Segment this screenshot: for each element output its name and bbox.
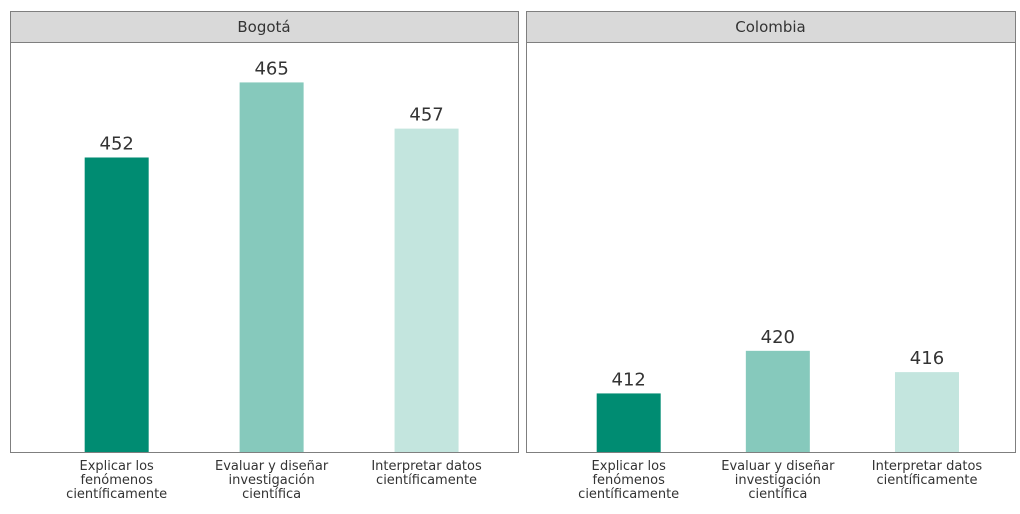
bar — [745, 350, 810, 452]
x-tick-label: Evaluar y diseñar investigación científica — [721, 459, 835, 502]
value-label: 465 — [254, 58, 288, 79]
bar — [894, 372, 959, 452]
value-label: 420 — [761, 327, 795, 348]
x-tick-label: Explicar los fenómenos científicamente — [66, 459, 167, 502]
value-label: 452 — [100, 133, 134, 154]
bar — [84, 157, 149, 452]
x-tick-label: Interpretar datos científicamente — [872, 459, 983, 488]
panel-header — [526, 11, 1016, 43]
panel-header — [10, 11, 519, 43]
value-label: 457 — [409, 105, 443, 126]
bar — [394, 128, 459, 452]
panel-title: Colombia — [735, 18, 806, 36]
value-label: 412 — [612, 369, 646, 390]
panel-title: Bogotá — [237, 18, 290, 36]
x-tick-label: Evaluar y diseñar investigación científica — [215, 459, 329, 502]
bar — [596, 393, 661, 452]
value-label: 416 — [910, 348, 944, 369]
x-tick-label: Explicar los fenómenos científicamente — [578, 459, 679, 502]
bar — [239, 82, 304, 452]
x-tick-label: Interpretar datos científicamente — [371, 459, 482, 488]
